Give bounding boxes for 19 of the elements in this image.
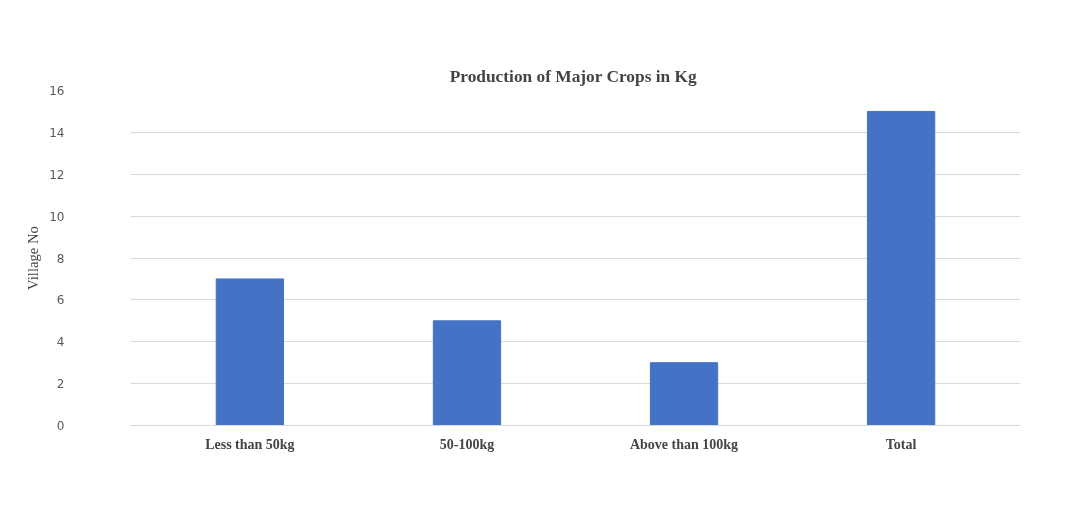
bar [432, 320, 502, 426]
y-tick-label: 8 [56, 251, 65, 266]
y-tick-label: 0 [56, 419, 65, 433]
y-tick-label: 2 [56, 377, 65, 392]
x-tick-label: Above than 100kg [629, 436, 739, 452]
y-tick-label: 4 [56, 335, 65, 350]
bar [649, 362, 719, 426]
y-tick-label: 16 [49, 84, 65, 98]
y-tick-label: 10 [49, 209, 65, 224]
y-tick-label: 12 [49, 167, 65, 182]
x-tick-label: Less than 50kg [205, 436, 295, 452]
y-axis-title: Village No [25, 226, 42, 290]
y-tick-label: 14 [49, 125, 65, 140]
bar [866, 110, 936, 426]
chart-title: Production of Major Crops in Kg [449, 66, 697, 86]
x-tick-label: Total [885, 436, 917, 452]
x-tick-label: 50-100kg [439, 436, 495, 452]
bar [215, 278, 285, 426]
y-tick-label: 6 [56, 293, 65, 308]
